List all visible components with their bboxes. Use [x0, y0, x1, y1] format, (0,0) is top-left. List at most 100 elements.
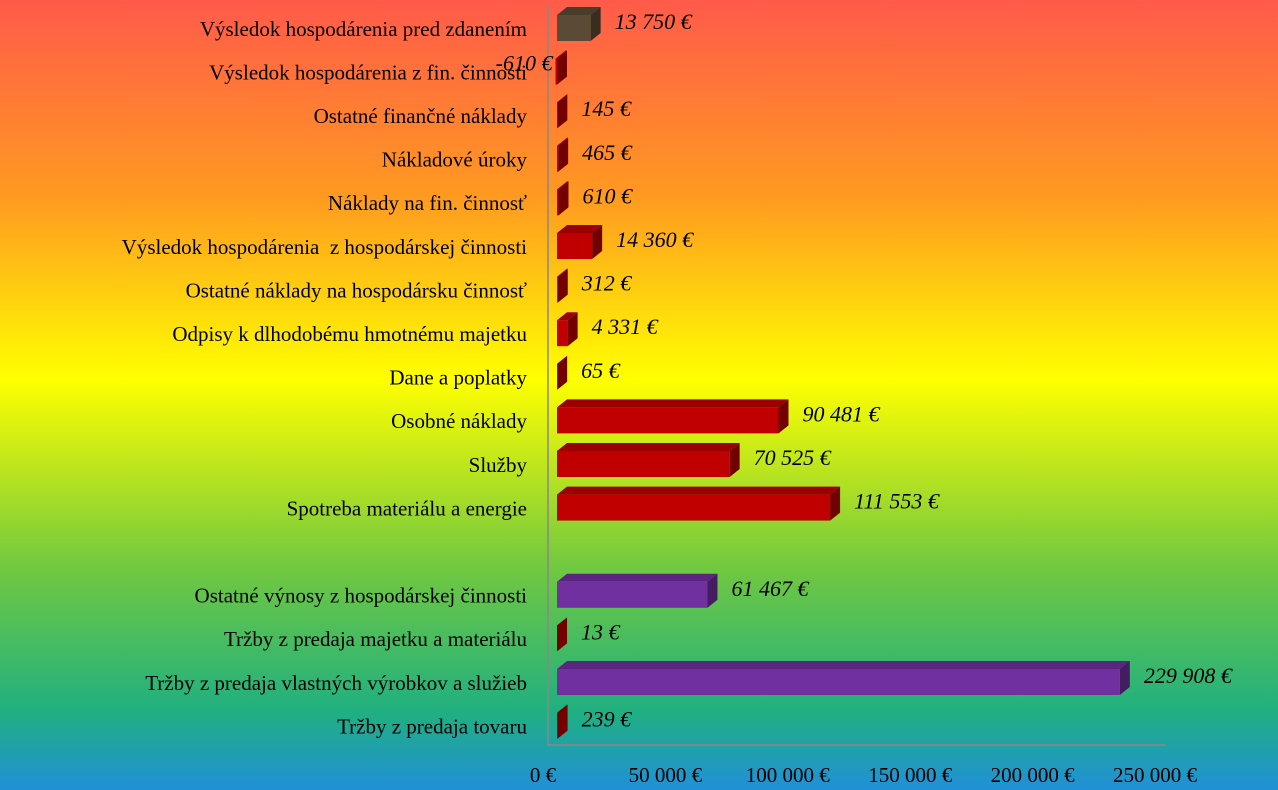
value-label: 4 331 € — [592, 314, 659, 339]
category-label: Tržby z predaja majetku a materiálu — [224, 627, 528, 651]
bar-top — [555, 50, 567, 59]
bar-front — [557, 145, 559, 172]
bar — [557, 94, 568, 129]
bar-top — [557, 704, 568, 713]
value-label: 14 360 € — [616, 227, 694, 252]
bar-front — [557, 320, 568, 347]
bar-side — [778, 399, 789, 434]
bar-top — [557, 225, 603, 233]
category-label: Tržby z predaja vlastných výrobkov a slu… — [145, 671, 527, 695]
bar-top — [557, 486, 841, 495]
value-label: 239 € — [582, 707, 633, 732]
x-tick-label: 100 000 € — [746, 763, 831, 787]
value-label: 111 553 € — [854, 489, 940, 514]
category-label: Spotreba materiálu a energie — [287, 496, 527, 520]
x-tick-label: 150 000 € — [868, 763, 953, 787]
category-label: Ostatné výnosy z hospodárskej činnosti — [195, 584, 528, 608]
bar — [557, 443, 740, 477]
bar-side — [557, 617, 568, 652]
bar-top — [557, 312, 578, 321]
category-label: Dane a poplatky — [389, 366, 527, 390]
bar — [557, 617, 568, 652]
bar — [557, 312, 578, 347]
bar — [557, 355, 568, 390]
category-label: Náklady na fin. činnosť — [328, 191, 527, 215]
bar-top — [557, 268, 568, 277]
bar — [557, 661, 1130, 695]
bar-top — [557, 443, 740, 451]
bar-top — [557, 355, 568, 364]
bar-front — [557, 407, 779, 434]
category-label: Ostatné náklady na hospodársku činnosť — [186, 278, 527, 302]
bar-top — [557, 617, 568, 626]
bar — [557, 268, 568, 303]
bar-front — [557, 15, 591, 41]
bar-front — [557, 276, 558, 303]
x-tick-label: 250 000 € — [1113, 763, 1198, 787]
value-label: 465 € — [582, 140, 633, 165]
category-label: Odpisy k dlhodobému hmotnému majetku — [172, 322, 527, 346]
bar — [557, 7, 601, 41]
bar-front — [557, 581, 708, 608]
x-tick-label: 0 € — [530, 763, 557, 787]
bar-side — [590, 7, 601, 41]
category-label: Tržby z predaja tovaru — [337, 714, 527, 738]
value-label: 90 481 € — [802, 401, 880, 426]
category-label: Ostatné finančné náklady — [314, 104, 528, 128]
category-label: Nákladové úroky — [382, 148, 528, 172]
value-label: 61 467 € — [731, 576, 809, 601]
value-label: 13 750 € — [615, 9, 693, 34]
bar-side — [558, 181, 569, 216]
bar-side — [729, 443, 740, 477]
bar — [555, 50, 567, 85]
bar-front — [555, 58, 557, 85]
bar-front — [557, 669, 1120, 695]
bar-side — [557, 94, 568, 129]
bar-top — [557, 181, 569, 190]
category-label: Služby — [469, 453, 528, 477]
value-label: 145 € — [581, 96, 632, 121]
bar-front — [557, 451, 730, 477]
bar — [557, 181, 569, 216]
value-label: 65 € — [581, 358, 621, 383]
category-label: Výsledok hospodárenia z hospodárskej čin… — [122, 235, 528, 259]
category-label: Výsledok hospodárenia pred zdanením — [200, 17, 527, 41]
bar — [557, 399, 789, 434]
value-label: 229 908 € — [1144, 663, 1233, 688]
category-label: Výsledok hospodárenia z fin. činnosti — [209, 60, 527, 84]
bar-top — [557, 661, 1130, 669]
value-label: 70 525 € — [754, 445, 832, 470]
category-label: Osobné náklady — [391, 409, 527, 433]
bar-side — [557, 50, 567, 85]
bar — [557, 137, 569, 172]
bar-side — [707, 573, 718, 608]
bar-side — [557, 704, 568, 739]
bar-side — [558, 137, 569, 172]
bar-top — [557, 94, 568, 103]
x-tick-label: 50 000 € — [629, 763, 703, 787]
bar-front — [557, 712, 558, 739]
value-label: 610 € — [582, 183, 633, 208]
bar — [557, 704, 568, 739]
bar-side — [557, 268, 568, 303]
value-label: 13 € — [581, 619, 621, 644]
bar-side — [1119, 661, 1130, 695]
bar-top — [557, 573, 718, 582]
bar-front — [557, 189, 559, 216]
bar-front — [557, 494, 831, 521]
bar-side — [592, 225, 603, 259]
bar-front — [557, 233, 593, 259]
bar — [557, 225, 603, 259]
bar-top — [557, 399, 789, 408]
bar-side — [830, 486, 841, 521]
bar-side — [557, 355, 568, 390]
bar-top — [557, 137, 569, 146]
x-tick-label: 200 000 € — [991, 763, 1076, 787]
bar-top — [557, 7, 601, 15]
bar-side — [567, 312, 578, 347]
value-label: 312 € — [581, 271, 633, 296]
bar — [557, 486, 841, 521]
